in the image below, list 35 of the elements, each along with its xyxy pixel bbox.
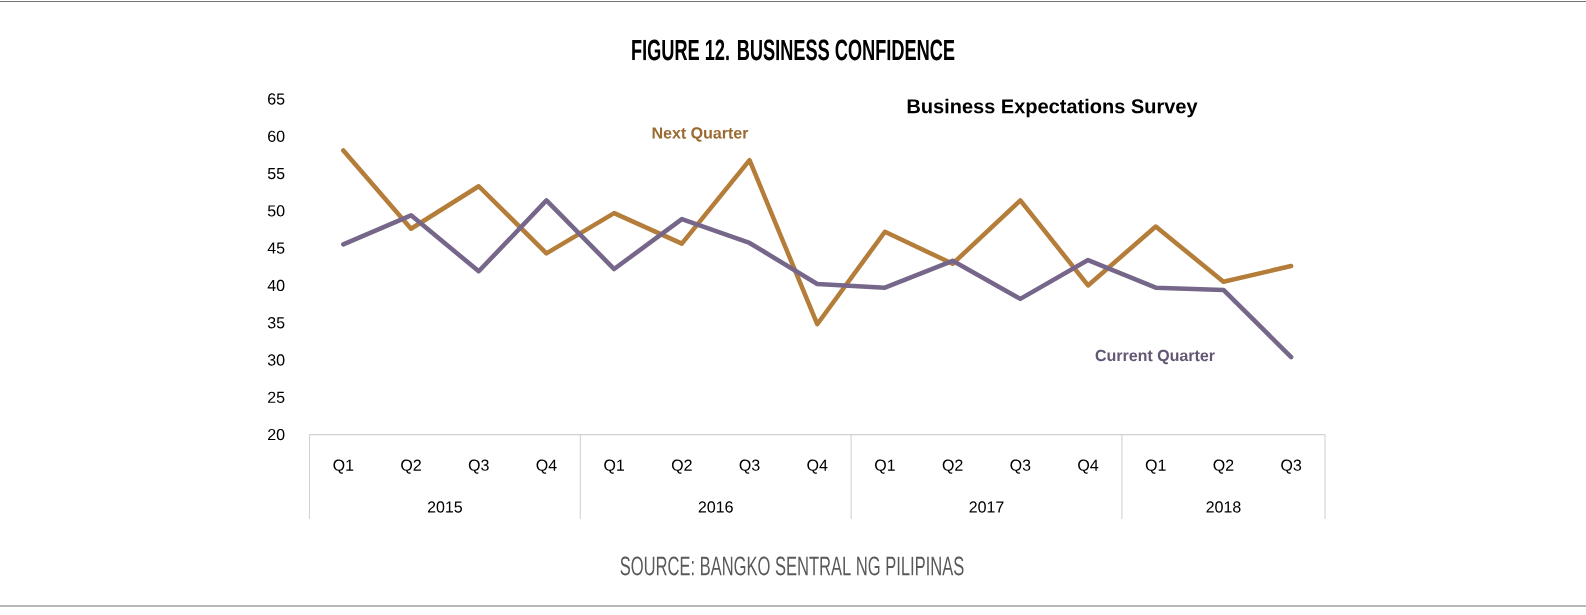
- x-tick-label: Q3: [468, 459, 489, 474]
- text: 2018: [1206, 501, 1241, 513]
- x-tick-label: Q1: [604, 459, 625, 474]
- series-label: Next Quarter: [652, 127, 749, 142]
- x-tick-label: Q1: [1145, 459, 1166, 474]
- y-tick-label: 55: [267, 168, 285, 180]
- x-tick-label: Q3: [1281, 459, 1302, 474]
- line-series: [341, 148, 1294, 327]
- chart-title: FIGURE 12. BUSINESS CONFIDENCE: [632, 39, 955, 61]
- chart-subtitle: Business Expectations Survey: [907, 98, 1198, 118]
- text: 2016: [698, 501, 733, 513]
- x-tick-label: Q1: [333, 459, 354, 474]
- y-tick-label: 50: [267, 205, 285, 217]
- x-tick-label: Q2: [671, 459, 692, 474]
- x-tick-label: Q1: [875, 459, 895, 474]
- text: 2015: [427, 501, 463, 513]
- x-tick-label: Q4: [807, 459, 828, 474]
- x-tick-label: Q2: [1213, 459, 1234, 474]
- x-tick-label: Q3: [1010, 459, 1031, 474]
- y-tick-label: 60: [268, 130, 285, 142]
- x-tick-label: Q4: [536, 459, 557, 474]
- y-tick-label: 40: [267, 279, 285, 292]
- x-tick-label: Q2: [942, 459, 963, 474]
- text: 2017: [969, 501, 1004, 513]
- text: Current Quarter: [1095, 349, 1215, 365]
- y-tick-label: 20: [268, 428, 285, 441]
- y-tick-label: 65: [268, 93, 285, 105]
- y-tick-label: 25: [268, 391, 285, 403]
- source-note: SOURCE: BANGKO SENTRAL NG PILIPINAS: [620, 556, 964, 576]
- x-tick-label: Q2: [401, 459, 421, 474]
- y-tick-label: 35: [267, 317, 285, 329]
- x-tick-label: Q3: [739, 459, 760, 474]
- x-tick-label: Q4: [1078, 459, 1099, 474]
- y-tick-label: 45: [267, 242, 285, 254]
- y-tick-label: 30: [267, 354, 285, 366]
